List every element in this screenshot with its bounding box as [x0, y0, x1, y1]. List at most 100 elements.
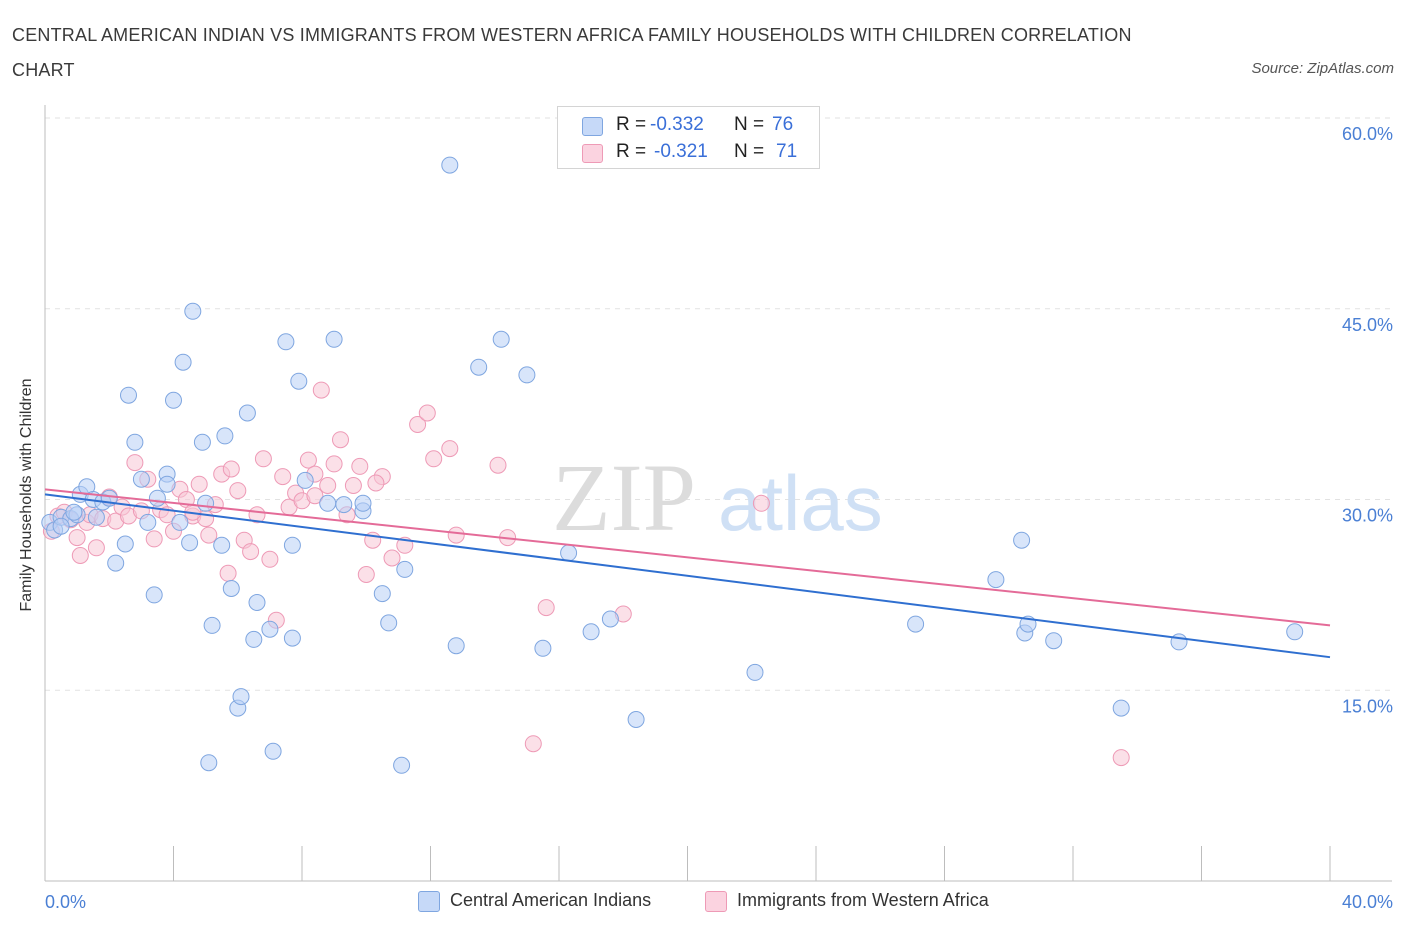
- pink-point: [383, 549, 401, 567]
- pink-point: [441, 440, 459, 458]
- legend-r-value-blue: -0.332: [650, 114, 704, 135]
- blue-point: [184, 302, 202, 320]
- blue-point: [145, 586, 163, 604]
- trend-lines: [44, 488, 1331, 659]
- blue-point: [396, 560, 414, 578]
- y-tick-label: 60.0%: [1342, 124, 1393, 144]
- pink-point: [319, 477, 337, 494]
- series-blue-points: [41, 156, 1304, 774]
- blue-point: [116, 535, 134, 553]
- pink-point: [274, 468, 292, 486]
- blue-point: [1170, 633, 1188, 651]
- blue-point: [354, 494, 372, 512]
- pink-point: [537, 599, 555, 617]
- blue-point: [1013, 531, 1031, 549]
- blue-point: [238, 404, 256, 422]
- pink-point: [145, 530, 163, 548]
- blue-point: [181, 534, 199, 552]
- blue-point: [907, 615, 925, 633]
- blue-point: [132, 470, 150, 488]
- blue-point: [65, 503, 83, 521]
- blue-point: [197, 494, 215, 512]
- pink-point: [219, 564, 237, 582]
- pink-point: [71, 547, 89, 564]
- blue-point: [171, 513, 189, 531]
- blue-point: [746, 663, 764, 681]
- blue-point: [1045, 632, 1063, 650]
- blue-point: [296, 471, 314, 489]
- x-tick-label: 40.0%: [1342, 892, 1393, 912]
- blue-point: [203, 616, 221, 634]
- blue-point: [534, 639, 552, 657]
- blue-point: [441, 156, 459, 174]
- pink-point: [222, 460, 240, 478]
- blue-point: [1112, 699, 1130, 717]
- bottom-legend-swatch-blue: [418, 891, 440, 912]
- watermark-atlas: atlas: [718, 459, 883, 547]
- blue-point: [245, 630, 263, 648]
- grid-lines: [45, 117, 1392, 691]
- blue-point: [582, 623, 600, 641]
- pink-point: [332, 431, 349, 449]
- blue-point: [248, 594, 266, 611]
- blue-point: [601, 610, 619, 628]
- blue-point: [987, 571, 1005, 589]
- blue-point: [213, 536, 231, 554]
- blue-point: [222, 580, 240, 597]
- chart-title: CENTRAL AMERICAN INDIAN VS IMMIGRANTS FR…: [12, 25, 1132, 80]
- legend-n-value-blue: 76: [772, 114, 794, 135]
- pink-point: [425, 450, 443, 468]
- pink-point: [190, 475, 208, 493]
- pink-point: [312, 381, 330, 399]
- blue-point: [232, 688, 250, 706]
- blue-point: [470, 358, 488, 376]
- blue-point: [216, 427, 234, 445]
- source-label: Source: ZipAtlas.com: [1251, 60, 1394, 77]
- pink-point: [1112, 749, 1130, 767]
- blue-point: [492, 330, 510, 348]
- y-tick-label: 30.0%: [1342, 506, 1393, 526]
- pink-point: [87, 539, 105, 557]
- pink-point: [524, 735, 542, 753]
- blue-point: [290, 372, 308, 390]
- pink-point: [126, 454, 144, 472]
- pink-point: [489, 456, 507, 474]
- legend-n-label: N =: [734, 141, 765, 162]
- blue-point: [264, 742, 282, 760]
- blue-point: [200, 754, 218, 772]
- x-tick-label: 0.0%: [45, 892, 86, 912]
- bottom-legend-label-pink: Immigrants from Western Africa: [737, 890, 989, 910]
- blue-point: [120, 386, 137, 404]
- trend-line-blue: [44, 493, 1331, 659]
- axes: [44, 105, 1392, 882]
- pink-point: [242, 543, 260, 561]
- legend-r-label: R =: [616, 141, 647, 162]
- blue-point: [165, 391, 182, 409]
- blue-point: [277, 333, 295, 351]
- blue-point: [560, 544, 578, 562]
- blue-point: [373, 585, 391, 603]
- pink-point: [447, 526, 465, 544]
- blue-point: [107, 554, 125, 572]
- blue-point: [283, 536, 301, 554]
- pink-point: [367, 474, 385, 492]
- blue-point: [193, 433, 211, 451]
- blue-point: [174, 353, 192, 371]
- bottom-legend-swatch-pink: [705, 891, 727, 912]
- blue-point: [139, 513, 157, 531]
- bottom-legend-label-blue: Central American Indians: [450, 890, 652, 910]
- legend-r-label: R =: [616, 114, 647, 135]
- blue-point: [52, 517, 70, 535]
- blue-point: [325, 330, 343, 348]
- legend-swatch-pink: [582, 144, 603, 163]
- pink-point: [200, 526, 218, 544]
- blue-point: [158, 475, 176, 493]
- pink-point: [68, 529, 86, 547]
- blue-point: [261, 620, 279, 638]
- pink-point: [418, 404, 436, 422]
- correlation-legend: R = -0.332 N = 76 R = -0.321 N = 71: [557, 106, 820, 169]
- tick-labels: 15.0% 30.0% 45.0% 60.0% 0.0% 40.0%: [45, 124, 1393, 912]
- trend-line-pink: [44, 488, 1331, 627]
- blue-point: [518, 366, 536, 384]
